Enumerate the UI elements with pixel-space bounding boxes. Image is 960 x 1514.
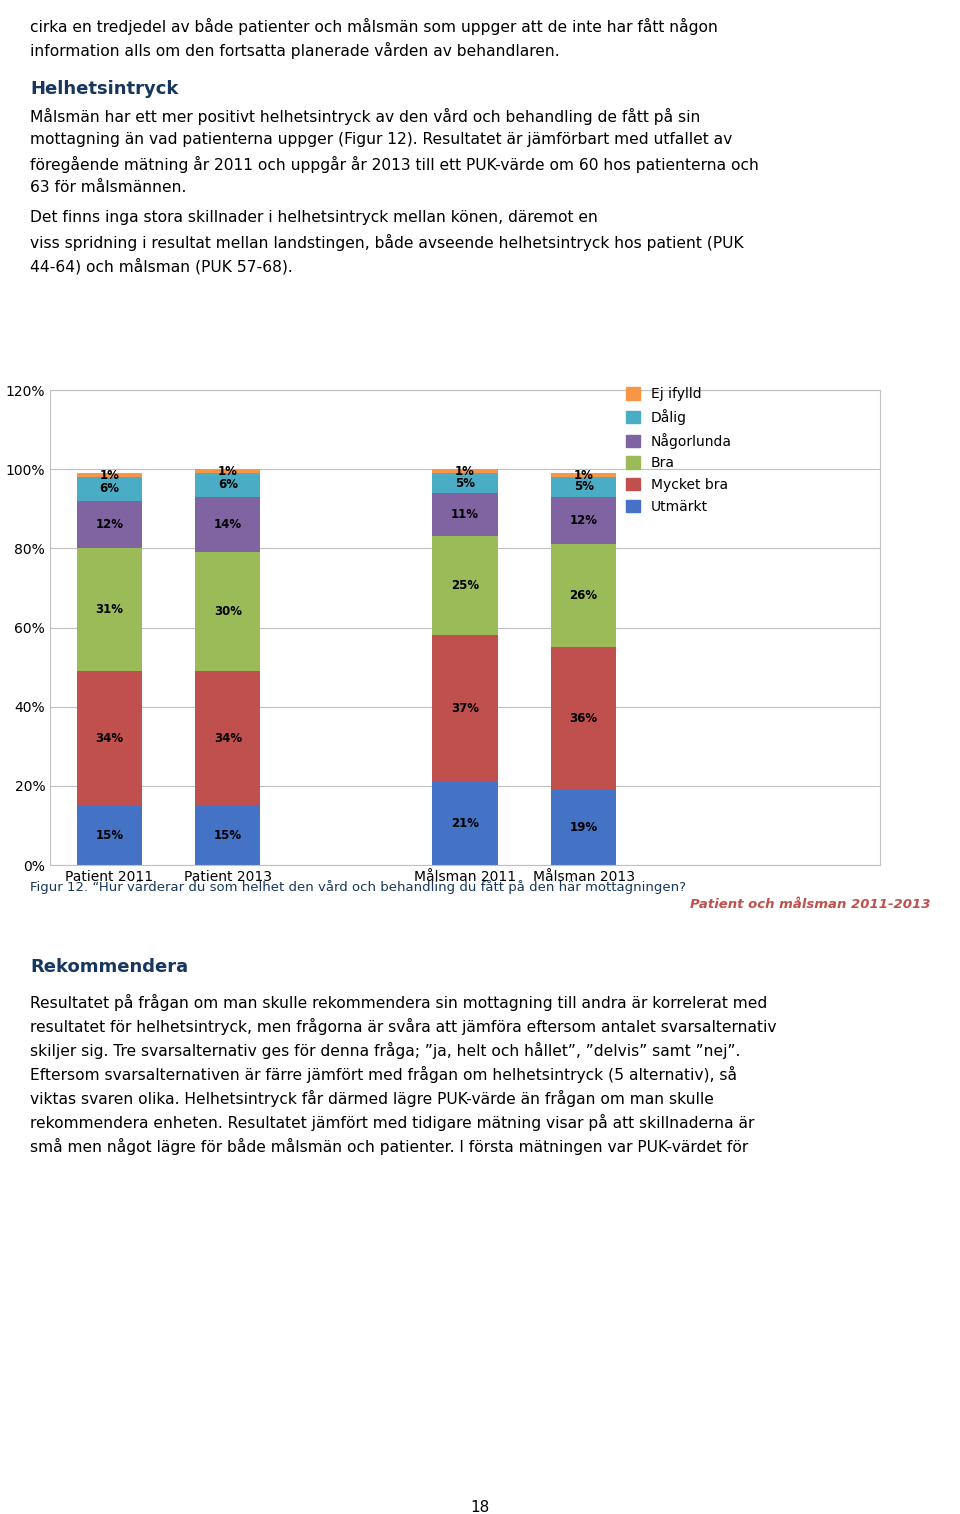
Text: Helhetsintryck: Helhetsintryck <box>30 80 179 98</box>
Text: cirka en tredjedel av både patienter och målsmän som uppger att de inte har fått: cirka en tredjedel av både patienter och… <box>30 18 718 35</box>
Bar <box>551 474 616 477</box>
Text: 15%: 15% <box>95 828 123 842</box>
Text: 12%: 12% <box>569 515 597 527</box>
Text: 37%: 37% <box>451 702 479 715</box>
Bar <box>77 477 142 501</box>
Text: Figur 12. “Hur värderar du som helhet den vård och behandling du fått på den här: Figur 12. “Hur värderar du som helhet de… <box>30 880 686 893</box>
Text: 11%: 11% <box>451 509 479 521</box>
Text: rekommendera enheten. Resultatet jämfört med tidigare mätning visar på att skill: rekommendera enheten. Resultatet jämfört… <box>30 1114 755 1131</box>
Text: 14%: 14% <box>214 518 242 531</box>
Text: föregående mätning år 2011 och uppgår år 2013 till ett PUK-värde om 60 hos patie: föregående mätning år 2011 och uppgår år… <box>30 156 758 173</box>
Text: 12%: 12% <box>95 518 123 531</box>
Text: Rekommendera: Rekommendera <box>30 958 188 977</box>
Bar <box>77 671 142 805</box>
Text: viktas svaren olika. Helhetsintryck får därmed lägre PUK-värde än frågan om man : viktas svaren olika. Helhetsintryck får … <box>30 1090 714 1107</box>
Text: 25%: 25% <box>451 580 479 592</box>
Text: 26%: 26% <box>569 589 598 603</box>
Bar <box>77 501 142 548</box>
Bar <box>432 636 497 781</box>
Bar <box>195 805 260 864</box>
Bar <box>77 548 142 671</box>
Text: 1%: 1% <box>99 469 119 481</box>
Bar <box>195 553 260 671</box>
Bar <box>195 671 260 805</box>
Text: 31%: 31% <box>95 603 123 616</box>
Text: 30%: 30% <box>214 606 242 618</box>
Bar <box>432 781 497 864</box>
Legend: Ej ifylld, Dålig, Någorlunda, Bra, Mycket bra, Utmärkt: Ej ifylld, Dålig, Någorlunda, Bra, Mycke… <box>626 388 732 513</box>
Text: 19%: 19% <box>569 821 598 834</box>
Bar <box>551 790 616 864</box>
Bar <box>551 545 616 648</box>
Bar <box>551 648 616 790</box>
Text: 34%: 34% <box>95 731 123 745</box>
Text: mottagning än vad patienterna uppger (Figur 12). Resultatet är jämförbart med ut: mottagning än vad patienterna uppger (Fi… <box>30 132 732 147</box>
Text: information alls om den fortsatta planerade vården av behandlaren.: information alls om den fortsatta planer… <box>30 42 560 59</box>
Text: 5%: 5% <box>455 477 475 489</box>
Text: 1%: 1% <box>218 465 238 477</box>
Text: 63 för målsmännen.: 63 för målsmännen. <box>30 180 186 195</box>
Text: 6%: 6% <box>99 483 119 495</box>
Text: 18: 18 <box>470 1500 490 1514</box>
Bar <box>432 469 497 472</box>
Text: 36%: 36% <box>569 712 598 725</box>
Bar <box>195 469 260 472</box>
Bar <box>432 494 497 536</box>
Bar <box>195 472 260 497</box>
Bar <box>77 805 142 864</box>
Text: viss spridning i resultat mellan landstingen, både avseende helhetsintryck hos p: viss spridning i resultat mellan landsti… <box>30 235 744 251</box>
Text: Eftersom svarsalternativen är färre jämfört med frågan om helhetsintryck (5 alte: Eftersom svarsalternativen är färre jämf… <box>30 1066 737 1083</box>
Bar <box>432 536 497 636</box>
Text: Resultatet på frågan om man skulle rekommendera sin mottagning till andra är kor: Resultatet på frågan om man skulle rekom… <box>30 995 767 1011</box>
Text: resultatet för helhetsintryck, men frågorna är svåra att jämföra eftersom antale: resultatet för helhetsintryck, men frågo… <box>30 1017 777 1036</box>
Text: 5%: 5% <box>573 480 593 494</box>
Bar <box>551 497 616 545</box>
Text: 6%: 6% <box>218 478 238 492</box>
Text: Målsmän har ett mer positivt helhetsintryck av den vård och behandling de fått p: Målsmän har ett mer positivt helhetsintr… <box>30 107 701 126</box>
Bar <box>432 472 497 494</box>
Bar <box>195 497 260 553</box>
Text: små men något lägre för både målsmän och patienter. I första mätningen var PUK-v: små men något lägre för både målsmän och… <box>30 1139 748 1155</box>
Bar <box>77 474 142 477</box>
Text: 1%: 1% <box>574 469 593 481</box>
Text: 1%: 1% <box>455 465 475 477</box>
Bar <box>551 477 616 497</box>
Text: Det finns inga stora skillnader i helhetsintryck mellan könen, däremot en: Det finns inga stora skillnader i helhet… <box>30 210 598 226</box>
Text: skiljer sig. Tre svarsalternativ ges för denna fråga; ”ja, helt och hållet”, ”de: skiljer sig. Tre svarsalternativ ges för… <box>30 1042 740 1058</box>
Text: 15%: 15% <box>214 828 242 842</box>
Text: 21%: 21% <box>451 818 479 830</box>
Text: 34%: 34% <box>214 731 242 745</box>
Text: Patient och målsman 2011-2013: Patient och målsman 2011-2013 <box>689 898 930 911</box>
Text: 44-64) och målsman (PUK 57-68).: 44-64) och målsman (PUK 57-68). <box>30 257 293 274</box>
